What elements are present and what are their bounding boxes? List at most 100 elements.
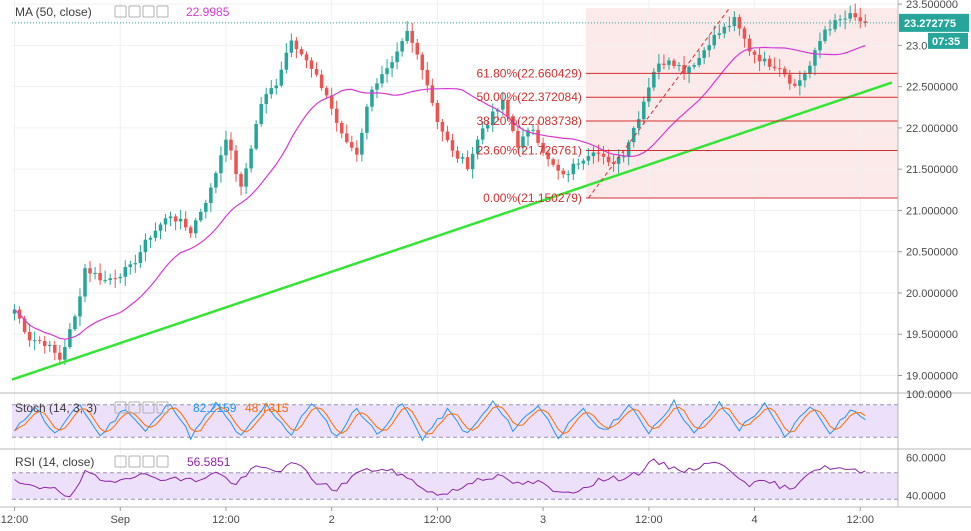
candle-body	[345, 133, 349, 143]
indicator-label: Stoch (14, 3, 3)	[15, 401, 97, 415]
candle-body	[193, 220, 198, 234]
candle-body	[722, 26, 727, 34]
last-price-value: 23.272775	[904, 18, 956, 30]
candle-body	[561, 170, 565, 175]
candle-body	[828, 29, 832, 31]
candle-body	[284, 52, 289, 70]
y-tick-label: 20.500000	[906, 247, 958, 259]
candle-body	[435, 102, 440, 123]
candle-body	[63, 347, 67, 360]
candle-body	[319, 74, 324, 89]
candle-body	[737, 17, 742, 29]
candle-body	[420, 54, 425, 70]
close-icon[interactable]	[142, 455, 155, 468]
candle-body	[214, 173, 218, 188]
y-tick-label: 23.500000	[906, 0, 958, 11]
candle-body	[667, 60, 671, 65]
candle-body	[324, 88, 329, 96]
y-tick-label: 23.0	[906, 40, 927, 52]
candle-body	[98, 272, 102, 281]
candle-body	[400, 41, 404, 52]
candle-body	[183, 218, 188, 228]
candle-body	[430, 85, 435, 103]
candle-body	[480, 128, 485, 140]
indicator-label: RSI (14, close)	[15, 455, 94, 469]
candle-body	[788, 74, 792, 84]
candle-body	[813, 50, 817, 66]
candle-body	[12, 309, 17, 314]
close-icon[interactable]	[142, 401, 155, 414]
candle-body	[672, 60, 676, 67]
candle-body	[445, 131, 450, 141]
fib-level-label: 38.20%(22.083738)	[476, 114, 581, 128]
candle-body	[601, 153, 606, 157]
candle-body	[818, 41, 822, 51]
eye-icon[interactable]	[114, 5, 127, 18]
fib-level-label: 61.80%(22.660429)	[476, 66, 581, 80]
candle-body	[516, 130, 520, 148]
candle-body	[662, 63, 666, 65]
candle-body	[269, 88, 274, 95]
candle-body	[848, 13, 852, 19]
candle-body	[475, 139, 480, 154]
candle-body	[657, 63, 661, 72]
candle-body	[123, 267, 128, 277]
candle-body	[798, 80, 802, 86]
candle-body	[204, 202, 208, 212]
candle-body	[777, 68, 782, 70]
rsi-tick-label: 60.0000	[906, 453, 946, 465]
x-tick-label: 3	[540, 514, 546, 526]
candle-body	[511, 116, 515, 131]
candle-body	[863, 21, 868, 23]
more-icon[interactable]	[156, 455, 169, 468]
candle-body	[385, 68, 389, 75]
candle-body	[647, 87, 651, 102]
candle-body	[803, 73, 807, 81]
candle-body	[717, 33, 722, 36]
rsi-line	[14, 458, 866, 498]
candle-body	[360, 132, 364, 155]
candle-body	[299, 49, 304, 55]
candle-body	[334, 108, 339, 123]
candle-body	[22, 318, 27, 332]
more-icon[interactable]	[156, 5, 169, 18]
candle-body	[143, 239, 148, 253]
candle-body	[536, 129, 540, 143]
candle-body	[375, 83, 379, 90]
candle-body	[586, 156, 591, 161]
candle-body	[37, 340, 42, 342]
candle-body	[757, 54, 762, 62]
settings-icon[interactable]	[128, 455, 141, 468]
candle-body	[128, 264, 133, 268]
countdown-value: 07:35	[932, 36, 960, 48]
candle-body	[455, 150, 460, 159]
candle-body	[259, 103, 263, 124]
eye-icon[interactable]	[114, 401, 127, 414]
candle-body	[621, 156, 626, 158]
candle-body	[742, 28, 747, 39]
ma-line	[14, 44, 866, 340]
candle-body	[279, 69, 284, 86]
candle-body	[88, 268, 92, 274]
candle-body	[631, 128, 636, 143]
more-icon[interactable]	[156, 401, 169, 414]
candle-body	[168, 216, 173, 219]
candle-body	[425, 69, 430, 86]
candle-body	[546, 152, 550, 160]
candle-body	[531, 129, 535, 131]
fib-level-label: 0.00%(21.150279)	[483, 191, 582, 205]
candle-body	[178, 218, 183, 222]
close-icon[interactable]	[142, 5, 155, 18]
eye-icon[interactable]	[114, 455, 127, 468]
stoch-d-line	[14, 405, 866, 435]
settings-icon[interactable]	[128, 401, 141, 414]
candle-body	[138, 252, 143, 264]
stoch-tick-label: 100.0000	[906, 389, 952, 401]
settings-icon[interactable]	[128, 5, 141, 18]
candle-body	[229, 139, 233, 151]
x-tick-label: 12:00	[635, 514, 663, 526]
candle-body	[687, 66, 691, 74]
candle-body	[209, 187, 213, 203]
candle-body	[566, 174, 571, 176]
